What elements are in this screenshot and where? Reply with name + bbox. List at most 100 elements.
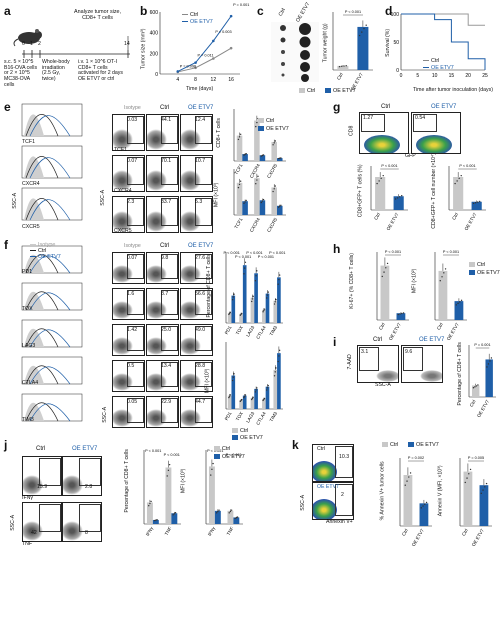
x-tick-label: 12 bbox=[211, 77, 217, 83]
data-point bbox=[406, 480, 408, 482]
f-legend-iso: Isotype bbox=[30, 242, 55, 248]
e-oe-head: OE ETV7 bbox=[188, 105, 214, 111]
data-point bbox=[229, 46, 233, 50]
data-point bbox=[381, 275, 383, 278]
data-point bbox=[243, 267, 246, 269]
j-legend-ctrl: Ctrl bbox=[214, 446, 230, 452]
data-point bbox=[228, 312, 231, 315]
facs-plot: 44.7 bbox=[180, 396, 213, 428]
facs-percentage: 5.3 bbox=[195, 199, 203, 205]
bar bbox=[236, 182, 243, 215]
data-point bbox=[280, 204, 282, 207]
g-ctrl-head: Ctrl bbox=[381, 104, 391, 110]
facs-percentage: 22.9 bbox=[161, 399, 172, 405]
data-point bbox=[280, 157, 282, 159]
x-tick-label: TOX bbox=[235, 325, 244, 336]
i-oe-head: OE ETV7 bbox=[419, 337, 445, 343]
p-value: P < 0.001 bbox=[235, 255, 251, 259]
panel-e: e TCF1 CXCR4 CXCR5 SSC-A Isotype Ctrl OE… bbox=[0, 100, 290, 235]
data-point bbox=[243, 396, 245, 399]
j-val-2: 42 bbox=[31, 530, 37, 536]
f-ctrl-head: Ctrl bbox=[160, 243, 170, 249]
facs-plot: 25.0 bbox=[146, 324, 179, 356]
bar bbox=[233, 517, 240, 524]
j-row-0: IFNγ bbox=[22, 495, 33, 501]
f-hist-row-label: TIM3 bbox=[22, 417, 34, 423]
x-tick-label: Ctrl bbox=[461, 528, 469, 537]
k-val-oe: 2 bbox=[341, 492, 344, 498]
data-point bbox=[228, 395, 231, 397]
bar bbox=[227, 510, 234, 524]
x-tick-label: Ctrl bbox=[373, 212, 381, 221]
j-facs-ifng-ctrl: 15.9 bbox=[22, 456, 62, 496]
data-point bbox=[256, 270, 258, 272]
p-value: P < 0.001 bbox=[345, 10, 361, 14]
facs-percentage: 25.0 bbox=[161, 327, 172, 333]
data-point bbox=[255, 183, 257, 185]
panel-a-label: a bbox=[4, 4, 11, 18]
facs-plot: 0.07 bbox=[112, 155, 145, 192]
day-2: 2 bbox=[38, 41, 41, 47]
data-point bbox=[272, 190, 274, 193]
data-point bbox=[460, 174, 462, 177]
data-point bbox=[266, 297, 268, 299]
facs-percentage: 1.42 bbox=[127, 327, 138, 333]
data-point bbox=[155, 519, 157, 521]
series-line bbox=[177, 15, 232, 72]
day-1: 1 bbox=[30, 41, 33, 47]
ctrl-curve bbox=[25, 402, 59, 422]
data-point bbox=[238, 183, 241, 186]
data-point bbox=[454, 182, 456, 185]
data-point bbox=[482, 489, 484, 491]
panel-i: i Ctrl OE ETV7 3.1 9.6 7-AAD SSC-A Ctrl O… bbox=[333, 335, 500, 430]
bar bbox=[276, 158, 283, 161]
mouse-icon bbox=[13, 29, 42, 47]
bar bbox=[454, 301, 464, 320]
j-oe-head: OE ETV7 bbox=[72, 446, 98, 452]
bar bbox=[419, 503, 429, 526]
f-mfi-ylabel: MFI (×10³) bbox=[204, 368, 211, 394]
data-point bbox=[278, 278, 280, 281]
data-point bbox=[475, 385, 478, 387]
panel-k: k Ctrl 10.3 OE ETV7 2 SSC-A Annexin V+ C… bbox=[290, 438, 500, 630]
e-pct-ylabel: CD8+ T cells bbox=[215, 118, 222, 148]
panel-c-label: c bbox=[257, 4, 264, 18]
x-tick-label: CXCR4 bbox=[249, 217, 261, 233]
data-point bbox=[466, 477, 468, 479]
e-row-0: TCF1 bbox=[22, 139, 35, 145]
facs-plot: 28.8 bbox=[180, 360, 213, 392]
data-point bbox=[218, 509, 220, 511]
k-ylab: SSC-A bbox=[300, 494, 307, 511]
data-point bbox=[274, 185, 277, 187]
bar bbox=[438, 270, 448, 320]
data-point bbox=[244, 394, 247, 396]
oe-curve bbox=[29, 366, 71, 385]
day-14: 14 bbox=[124, 41, 130, 47]
bar bbox=[393, 196, 404, 210]
data-point bbox=[212, 39, 215, 43]
bar bbox=[271, 187, 277, 215]
bar bbox=[271, 141, 277, 161]
data-point bbox=[243, 273, 245, 275]
data-point bbox=[232, 296, 234, 298]
data-point bbox=[257, 175, 259, 178]
data-point bbox=[262, 311, 264, 313]
facs-plot: 56.6 bbox=[180, 288, 213, 320]
facs-plot: 0.03 bbox=[112, 114, 145, 151]
bar bbox=[357, 26, 369, 71]
k-val-ctrl: 10.3 bbox=[339, 454, 350, 460]
j-facs-tnf-oe: 8 bbox=[62, 502, 102, 542]
f-legend-oe: OE ETV7 bbox=[30, 254, 61, 260]
facs-plot: 5.3 bbox=[180, 196, 213, 233]
x-tick-label: OE ETV7 bbox=[386, 212, 400, 232]
x-tick-label: IFNγ bbox=[207, 525, 217, 537]
data-point bbox=[260, 201, 263, 204]
bar bbox=[259, 200, 266, 215]
x-tick-label: TIM3 bbox=[269, 325, 279, 337]
data-point bbox=[272, 144, 274, 146]
oe-curve bbox=[29, 329, 71, 348]
panel-j-label: j bbox=[4, 438, 8, 452]
data-point bbox=[422, 505, 424, 507]
d-legend-oe: OE ETV7 bbox=[423, 65, 454, 71]
y-tick-label: 50 bbox=[393, 40, 399, 46]
